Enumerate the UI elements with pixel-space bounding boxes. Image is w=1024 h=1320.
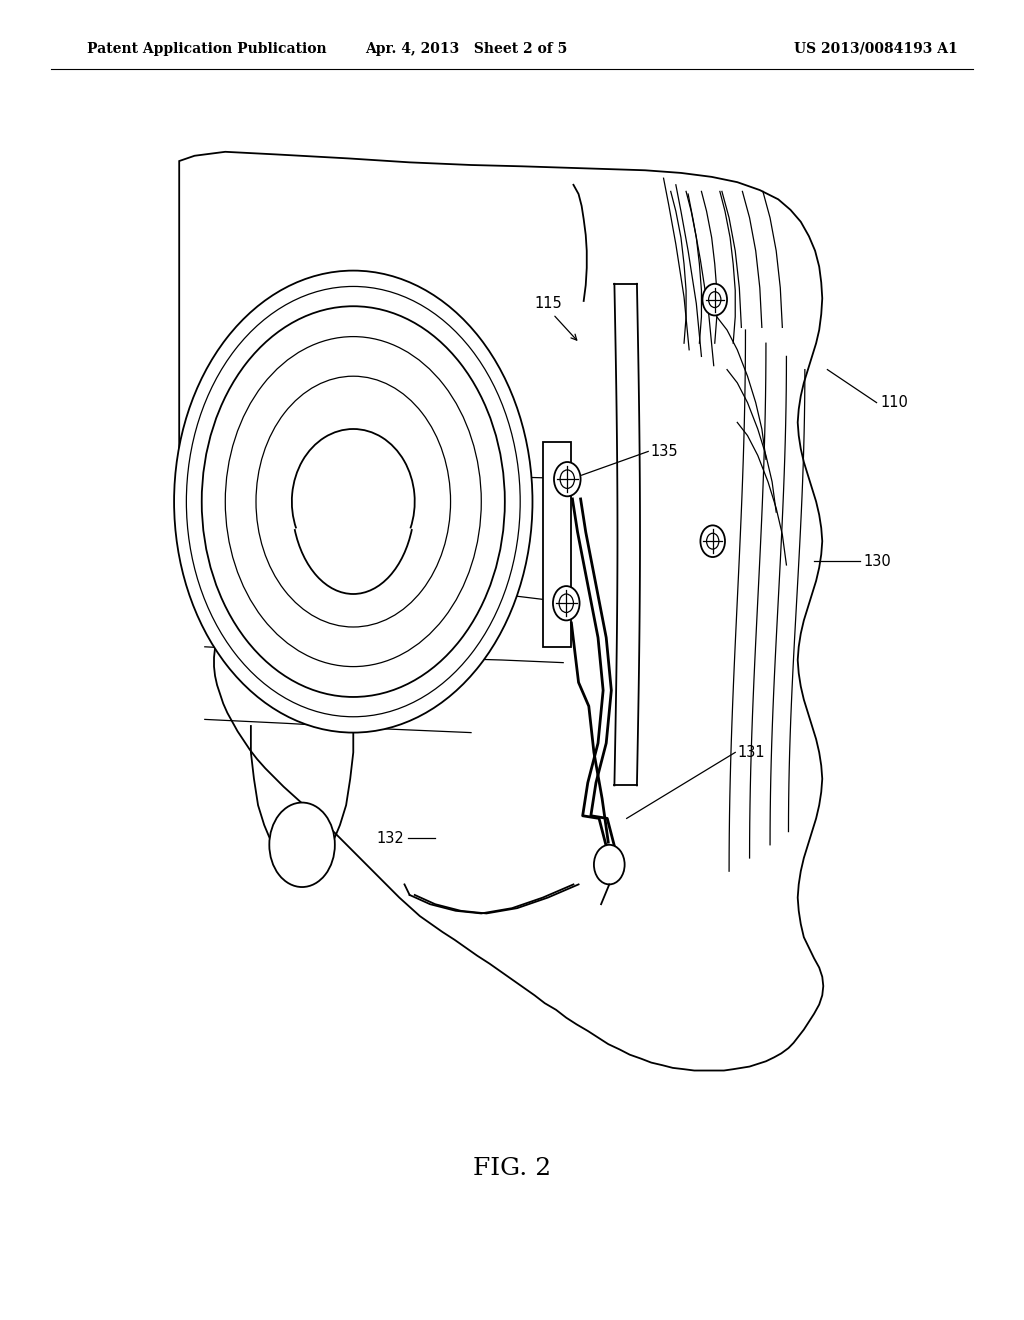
Text: 131: 131 — [737, 744, 765, 760]
Circle shape — [594, 845, 625, 884]
Circle shape — [560, 470, 574, 488]
Text: 115: 115 — [535, 296, 562, 312]
Circle shape — [709, 292, 721, 308]
Circle shape — [269, 803, 335, 887]
Text: US 2013/0084193 A1: US 2013/0084193 A1 — [794, 42, 957, 55]
Text: Patent Application Publication: Patent Application Publication — [87, 42, 327, 55]
Text: FIG. 2: FIG. 2 — [473, 1156, 551, 1180]
Text: Apr. 4, 2013   Sheet 2 of 5: Apr. 4, 2013 Sheet 2 of 5 — [365, 42, 567, 55]
Circle shape — [554, 462, 581, 496]
Circle shape — [225, 337, 481, 667]
Circle shape — [174, 271, 532, 733]
Bar — [543, 442, 571, 647]
Circle shape — [559, 594, 573, 612]
Text: 133: 133 — [415, 467, 442, 483]
Circle shape — [202, 306, 505, 697]
Circle shape — [700, 525, 725, 557]
Circle shape — [256, 376, 451, 627]
Circle shape — [553, 586, 580, 620]
Circle shape — [702, 284, 727, 315]
Polygon shape — [179, 152, 823, 1071]
Circle shape — [707, 533, 719, 549]
Circle shape — [186, 286, 520, 717]
Text: 135: 135 — [650, 444, 678, 459]
Text: 135: 135 — [413, 579, 440, 595]
Text: 132: 132 — [377, 830, 404, 846]
Text: 130: 130 — [863, 553, 891, 569]
Text: 110: 110 — [881, 395, 908, 411]
